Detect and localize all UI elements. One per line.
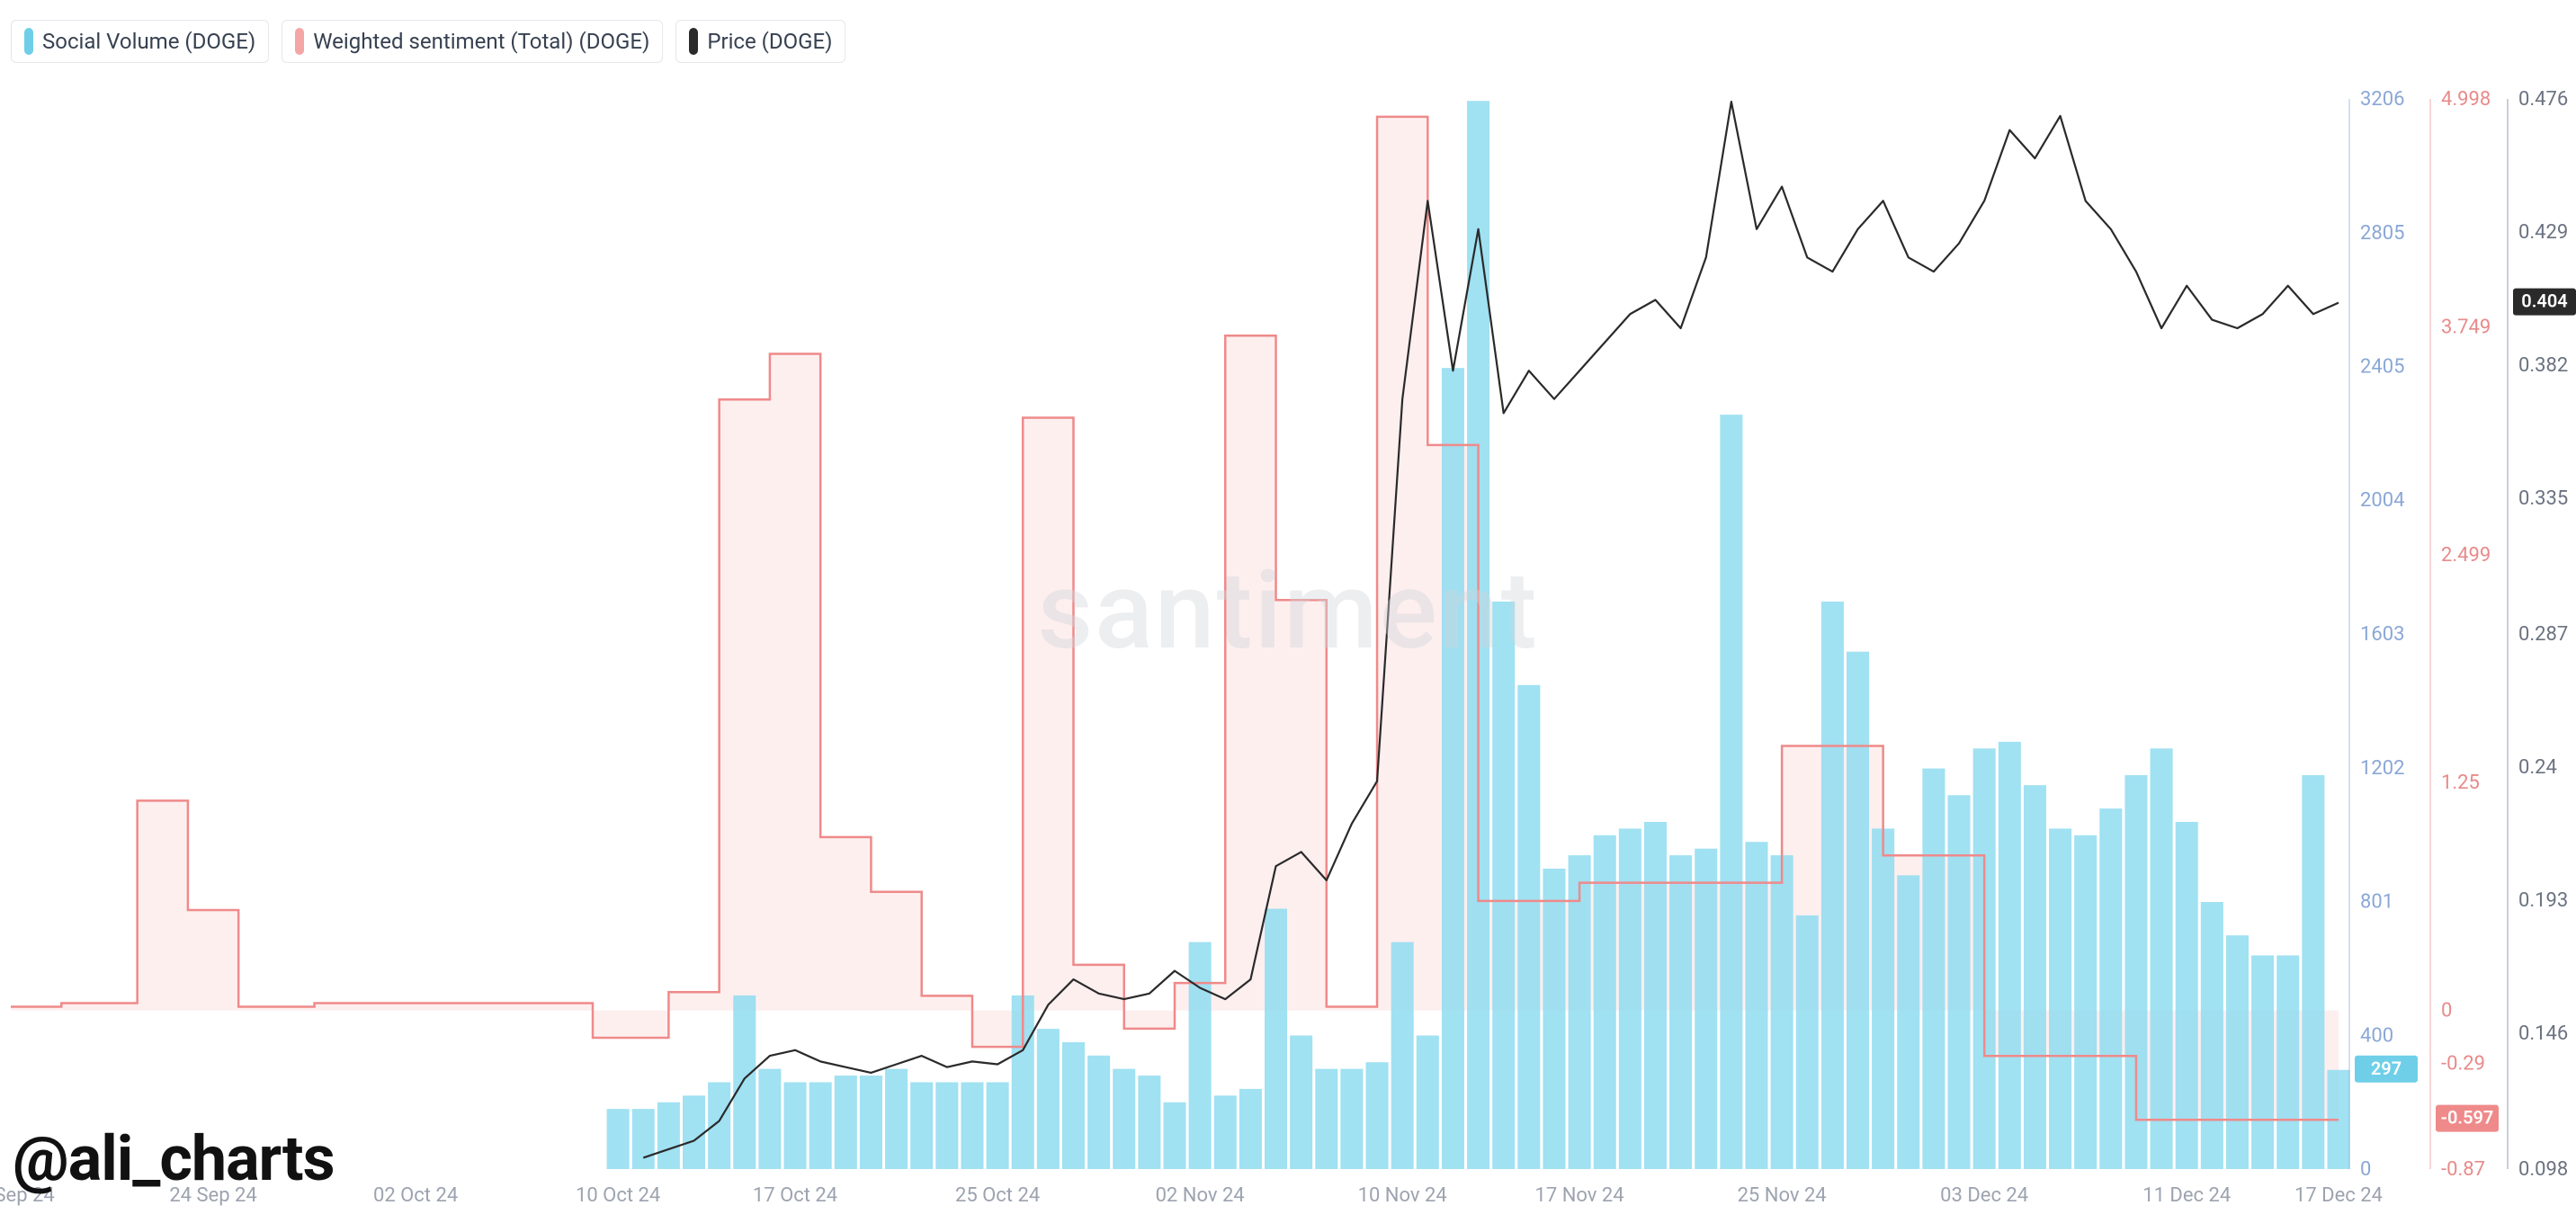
x-axis-tick: 25 Nov 24 (1738, 1184, 1827, 1207)
x-axis-tick: 11 Dec 24 (2142, 1184, 2231, 1207)
y-axis-tick: 3206 (2360, 88, 2404, 111)
x-axis-tick: 17 Nov 24 (1535, 1184, 1624, 1207)
y-axis-tick: 801 (2360, 891, 2393, 914)
x-axis-tick: 02 Nov 24 (1156, 1184, 1245, 1207)
x-axis-tick: 03 Dec 24 (1940, 1184, 2028, 1207)
y-axis-tick: 4.998 (2441, 88, 2491, 111)
y-axis-tick: 0.287 (2518, 623, 2568, 646)
y-axis-tick: 1.25 (2441, 772, 2480, 794)
y-axis-tick: 2805 (2360, 222, 2404, 245)
svg-text:297: 297 (2371, 1058, 2402, 1079)
y-axis-tick: 0.335 (2518, 487, 2568, 510)
x-axis-tick: 25 Oct 24 (955, 1184, 1040, 1207)
y-axis-tick: 0.24 (2518, 756, 2557, 779)
y-axis-tick: 2405 (2360, 355, 2404, 378)
x-axis-tick: 02 Oct 24 (373, 1184, 458, 1207)
chart-container: Social Volume (DOGE) Weighted sentiment … (0, 0, 2576, 1223)
y-axis-tick: 2004 (2360, 489, 2404, 512)
badge-price: 0.404 (2513, 289, 2576, 316)
y-axis-tick: 0.382 (2518, 354, 2568, 377)
y-axis-tick: 0.476 (2518, 88, 2568, 111)
badge-sentiment: -0.597 (2436, 1105, 2499, 1132)
y-axis-tick: 0.193 (2518, 889, 2568, 912)
y-axis-tick: -0.87 (2441, 1158, 2485, 1181)
badge-social-volume: 297 (2355, 1056, 2418, 1083)
x-axis-tick: 10 Oct 24 (576, 1184, 660, 1207)
svg-text:0.404: 0.404 (2521, 290, 2567, 312)
y-axis-tick: 0 (2360, 1158, 2371, 1181)
y-axis-tick: 400 (2360, 1025, 2393, 1048)
y-axis-tick: 0 (2441, 1000, 2452, 1022)
chart-plot: 16 Sep 2424 Sep 2402 Oct 2410 Oct 2417 O… (0, 0, 2576, 1223)
x-axis-tick: 17 Oct 24 (753, 1184, 837, 1207)
x-axis-tick: 10 Nov 24 (1358, 1184, 1447, 1207)
y-axis-tick: 0.146 (2518, 1022, 2568, 1045)
y-axis-tick: -0.29 (2441, 1052, 2485, 1075)
y-axis-tick: 1603 (2360, 623, 2404, 646)
svg-text:-0.597: -0.597 (2441, 1107, 2494, 1129)
y-axis-tick: 0.429 (2518, 221, 2568, 244)
y-axis-tick: 2.499 (2441, 544, 2491, 567)
y-axis-tick: 3.749 (2441, 316, 2491, 338)
y-axis-tick: 1202 (2360, 757, 2404, 780)
attribution-handle: @ali_charts (13, 1122, 335, 1196)
y-axis-tick: 0.098 (2518, 1158, 2568, 1181)
x-axis-tick: 17 Dec 24 (2294, 1184, 2383, 1207)
